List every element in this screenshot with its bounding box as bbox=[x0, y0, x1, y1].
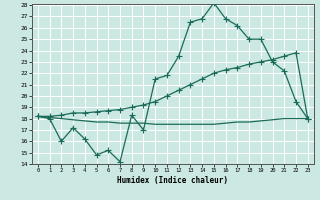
X-axis label: Humidex (Indice chaleur): Humidex (Indice chaleur) bbox=[117, 176, 228, 185]
